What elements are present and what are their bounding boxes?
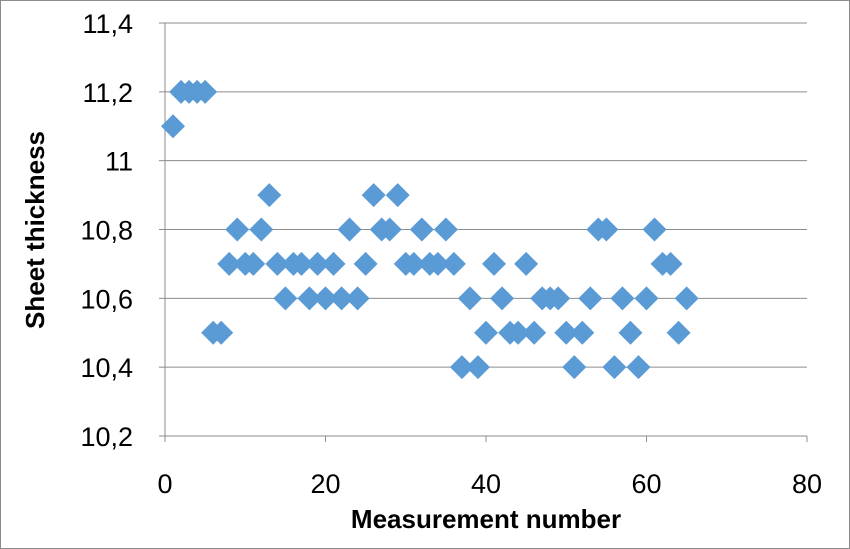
data-point — [217, 251, 242, 276]
data-point — [313, 286, 338, 311]
data-point — [401, 251, 426, 276]
y-axis-title: Sheet thickness — [20, 131, 50, 329]
data-point — [193, 79, 218, 104]
data-point — [225, 217, 250, 242]
data-point — [594, 217, 619, 242]
data-point — [465, 355, 490, 380]
x-tick-label: 0 — [157, 469, 172, 499]
data-point — [522, 320, 547, 345]
data-point — [361, 183, 386, 208]
data-point — [610, 286, 635, 311]
data-points — [161, 79, 699, 380]
data-point — [377, 217, 402, 242]
y-tick-label: 10,4 — [80, 353, 133, 383]
data-point — [289, 251, 314, 276]
data-point — [642, 217, 667, 242]
x-tick-labels: 0 20 40 60 80 — [157, 469, 822, 499]
data-point — [562, 355, 587, 380]
data-point — [578, 286, 603, 311]
data-point — [209, 320, 234, 345]
data-point — [570, 320, 595, 345]
data-point — [554, 320, 579, 345]
y-tick-label: 10,6 — [80, 284, 133, 314]
y-tick-label: 11,4 — [82, 9, 133, 39]
data-point — [457, 286, 482, 311]
data-point — [425, 251, 450, 276]
x-tick-label: 40 — [471, 469, 501, 499]
y-tick-label: 10,2 — [80, 422, 133, 452]
data-point — [161, 114, 186, 139]
x-axis-title: Measurement number — [351, 504, 621, 534]
x-tick-label: 60 — [631, 469, 661, 499]
data-point — [634, 286, 659, 311]
data-point — [409, 217, 434, 242]
data-point — [385, 183, 410, 208]
data-point — [514, 251, 539, 276]
y-tick-label: 11,2 — [82, 78, 133, 108]
data-point — [329, 286, 354, 311]
data-point — [297, 286, 322, 311]
data-point — [474, 320, 498, 345]
data-point — [546, 286, 571, 311]
data-point — [257, 183, 282, 208]
data-point — [626, 355, 651, 380]
data-point — [249, 217, 274, 242]
data-point — [305, 251, 330, 276]
axes — [159, 22, 808, 442]
data-point — [506, 320, 531, 345]
data-point — [321, 251, 346, 276]
data-point — [674, 286, 699, 311]
data-point — [433, 217, 458, 242]
data-point — [265, 251, 290, 276]
data-point — [490, 286, 515, 311]
data-point — [241, 251, 266, 276]
data-point — [345, 286, 370, 311]
data-point — [337, 217, 362, 242]
y-tick-label: 11 — [105, 147, 133, 177]
x-tick-label: 80 — [792, 469, 822, 499]
y-tick-labels: 10,2 10,4 10,6 10,8 11 11,2 11,4 — [80, 9, 133, 452]
data-point — [666, 320, 691, 345]
data-point — [618, 320, 643, 345]
x-tick-label: 20 — [310, 469, 340, 499]
data-point — [273, 286, 298, 311]
y-tick-label: 10,8 — [80, 216, 133, 246]
data-point — [658, 251, 683, 276]
data-point — [441, 251, 466, 276]
data-point — [602, 355, 627, 380]
data-point — [449, 355, 474, 380]
data-point — [353, 251, 378, 276]
data-point — [482, 251, 507, 276]
